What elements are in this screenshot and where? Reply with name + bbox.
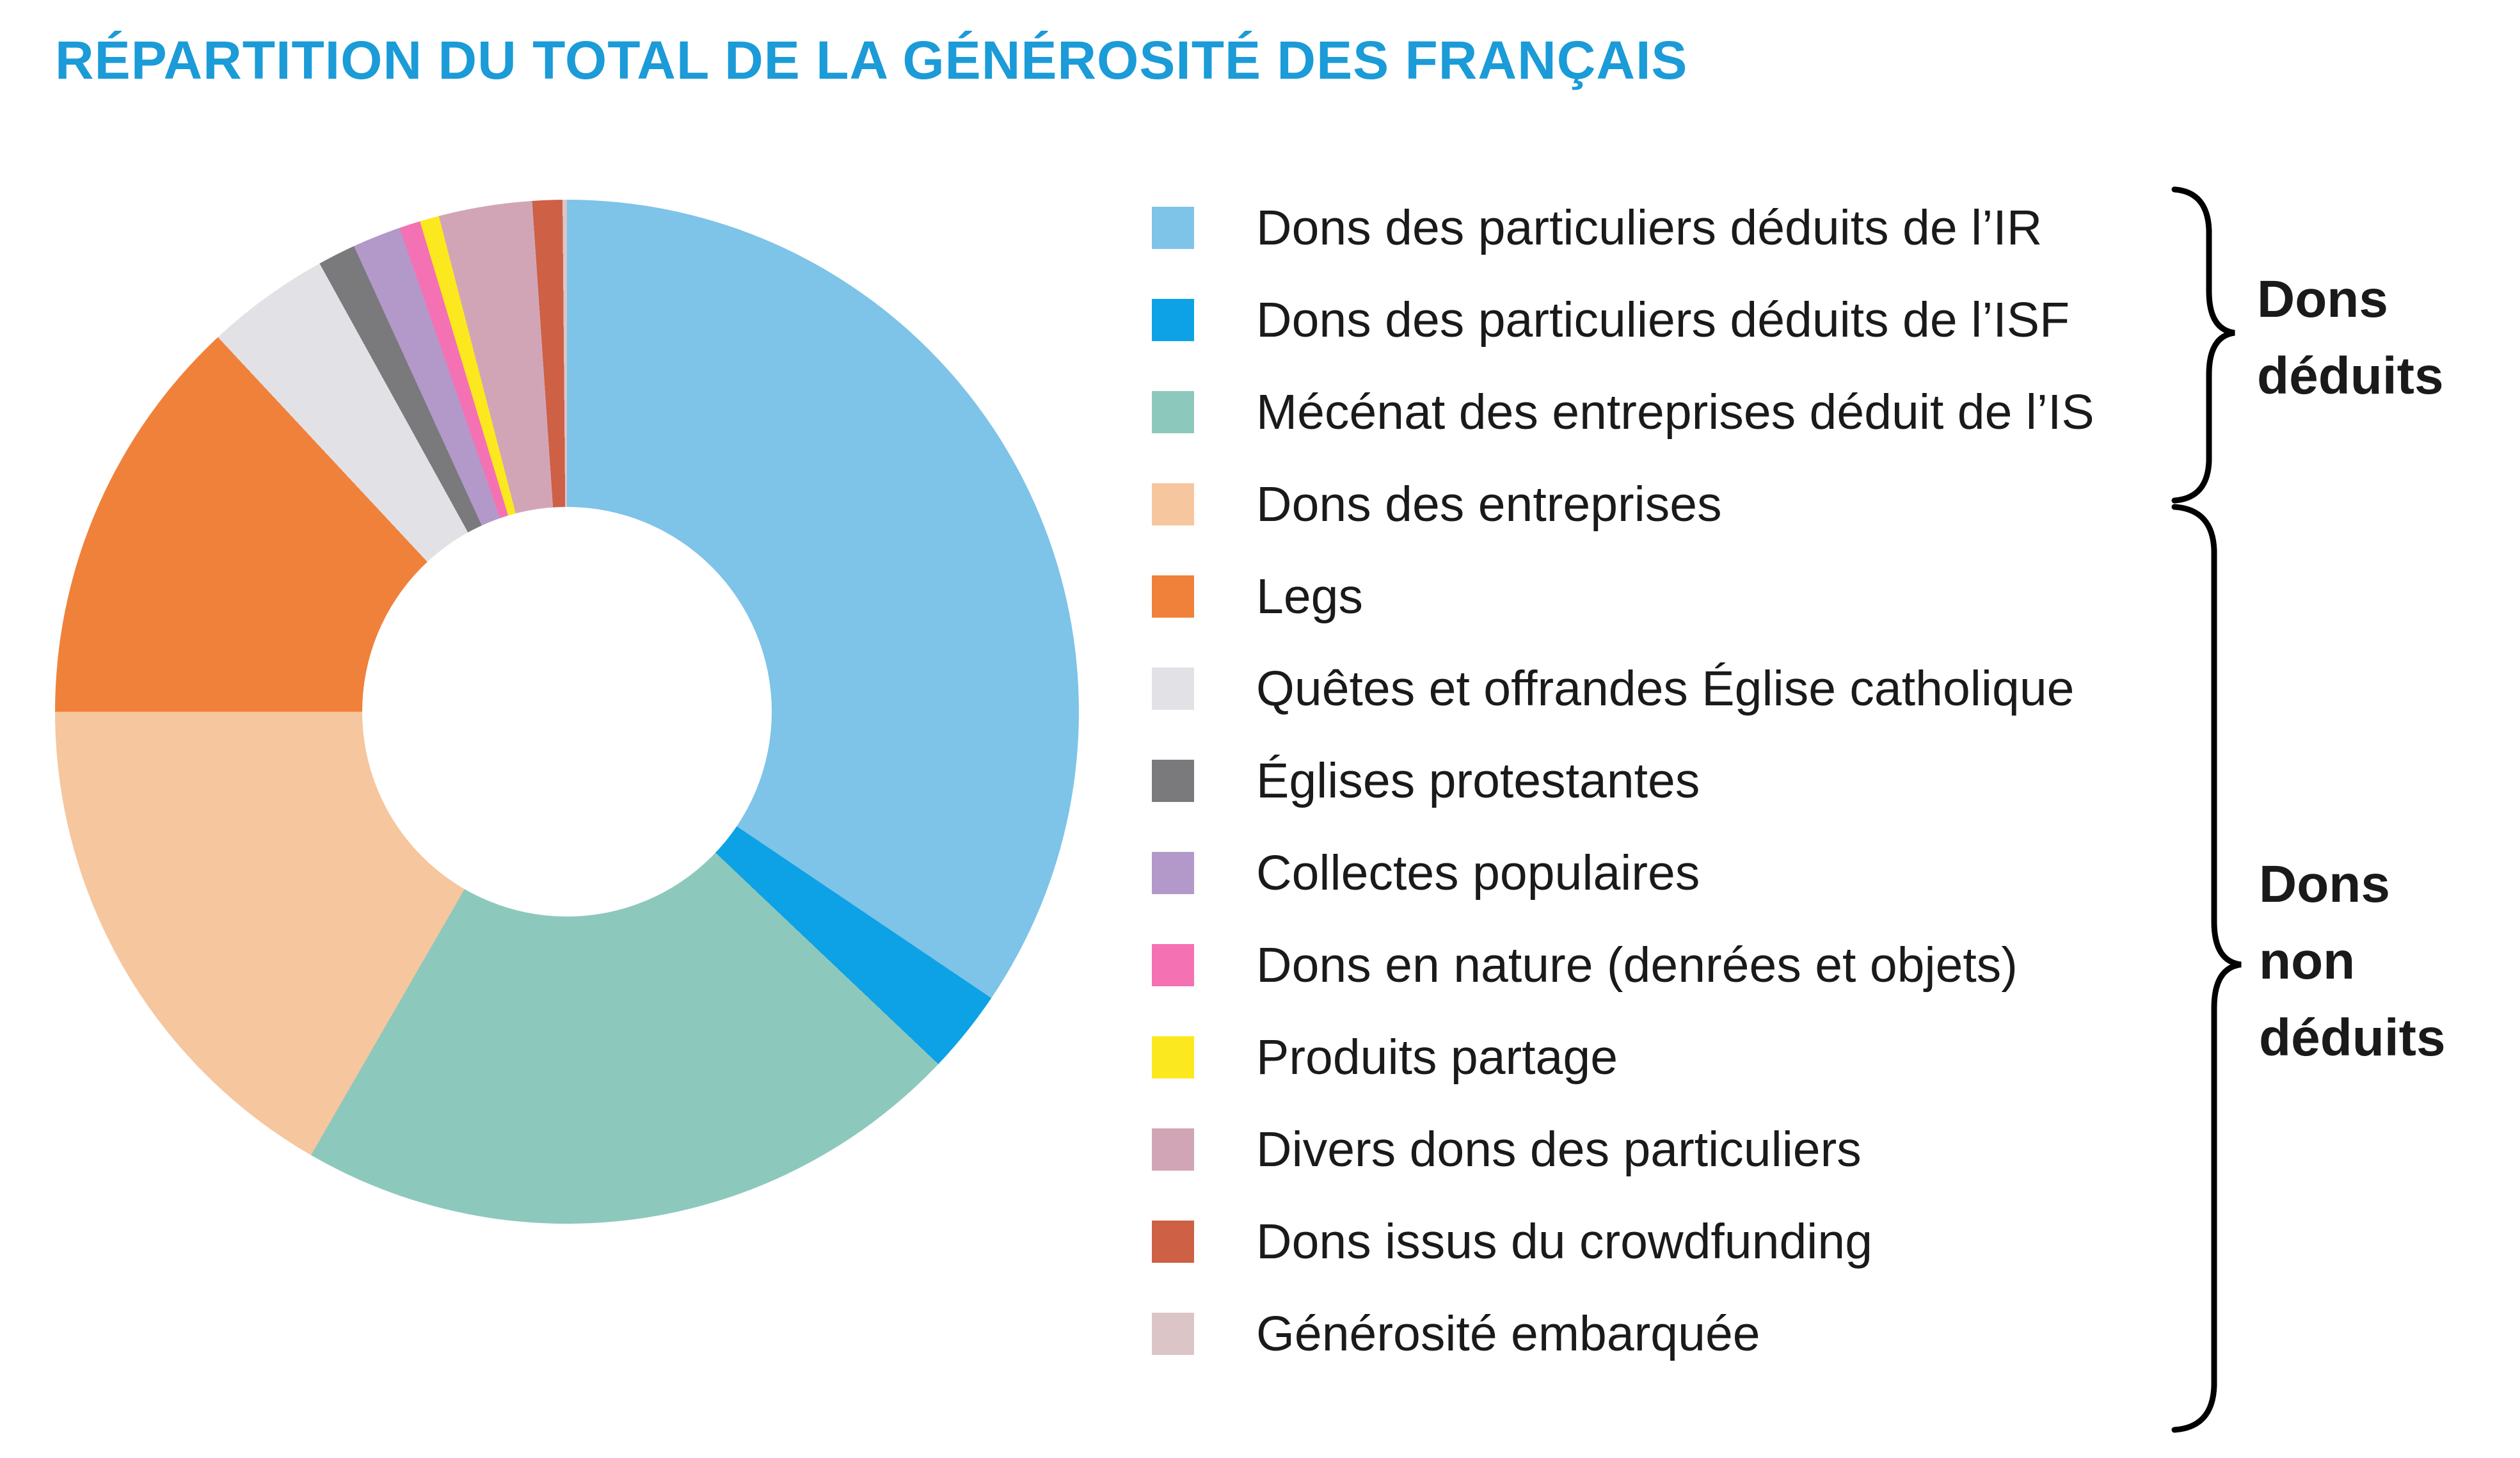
legend-label: Dons issus du crowdfunding: [1256, 1214, 1873, 1269]
legend-swatch: [1152, 944, 1194, 986]
legend-label: Divers dons des particuliers: [1256, 1122, 1862, 1177]
legend-item: Dons issus du crowdfunding: [1152, 1214, 2094, 1269]
legend-swatch: [1152, 668, 1194, 710]
legend-label: Collectes populaires: [1256, 845, 1700, 901]
brace-dons-deduits: [2171, 186, 2235, 504]
legend-swatch: [1152, 575, 1194, 618]
legend-label: Legs: [1256, 569, 1363, 624]
chart-legend: Dons des particuliers déduits de l’IR Don…: [1152, 200, 2094, 1405]
legend-label: Églises protestantes: [1256, 753, 1700, 808]
legend-item: Mécénat des entreprises déduit de l’IS: [1152, 385, 2094, 440]
legend-label: Générosité embarquée: [1256, 1306, 1760, 1361]
legend-item: Dons des entreprises: [1152, 477, 2094, 532]
legend-swatch: [1152, 1313, 1194, 1355]
legend-label: Dons des particuliers déduits de l’IR: [1256, 200, 2043, 255]
legend-label: Dons des particuliers déduits de l’ISF: [1256, 292, 2070, 348]
legend-swatch: [1152, 1221, 1194, 1263]
legend-item: Dons des particuliers déduits de l’IR: [1152, 200, 2094, 255]
brace-dons-non-deduits: [2171, 504, 2242, 1433]
legend-swatch: [1152, 299, 1194, 341]
legend-swatch: [1152, 391, 1194, 433]
legend-item: Dons en nature (denrées et objets): [1152, 938, 2094, 993]
legend-label: Mécénat des entreprises déduit de l’IS: [1256, 385, 2094, 440]
legend-swatch: [1152, 760, 1194, 802]
page-title: RÉPARTITION DU TOTAL DE LA GÉNÉROSITÉ DE…: [55, 30, 1688, 90]
legend-label: Quêtes et offrandes Église catholique: [1256, 661, 2075, 716]
legend-item: Dons des particuliers déduits de l’ISF: [1152, 292, 2094, 348]
group-label-dons-deduits: Dons déduits: [2257, 270, 2444, 405]
legend-item: Collectes populaires: [1152, 845, 2094, 901]
legend-item: Générosité embarquée: [1152, 1306, 2094, 1361]
legend-label: Produits partage: [1256, 1030, 1618, 1085]
group-label-dons-non-deduits: Dons non déduits: [2259, 855, 2446, 1067]
legend-item: Églises protestantes: [1152, 753, 2094, 808]
legend-item: Legs: [1152, 569, 2094, 624]
legend-swatch: [1152, 1036, 1194, 1078]
legend-swatch: [1152, 483, 1194, 525]
legend-label: Dons en nature (denrées et objets): [1256, 938, 2018, 993]
legend-swatch: [1152, 852, 1194, 894]
legend-item: Quêtes et offrandes Église catholique: [1152, 661, 2094, 716]
legend-item: Produits partage: [1152, 1030, 2094, 1085]
legend-label: Dons des entreprises: [1256, 477, 1722, 532]
donut-chart-hole: [362, 507, 772, 917]
legend-item: Divers dons des particuliers: [1152, 1122, 2094, 1177]
legend-swatch: [1152, 1128, 1194, 1171]
legend-swatch: [1152, 207, 1194, 249]
